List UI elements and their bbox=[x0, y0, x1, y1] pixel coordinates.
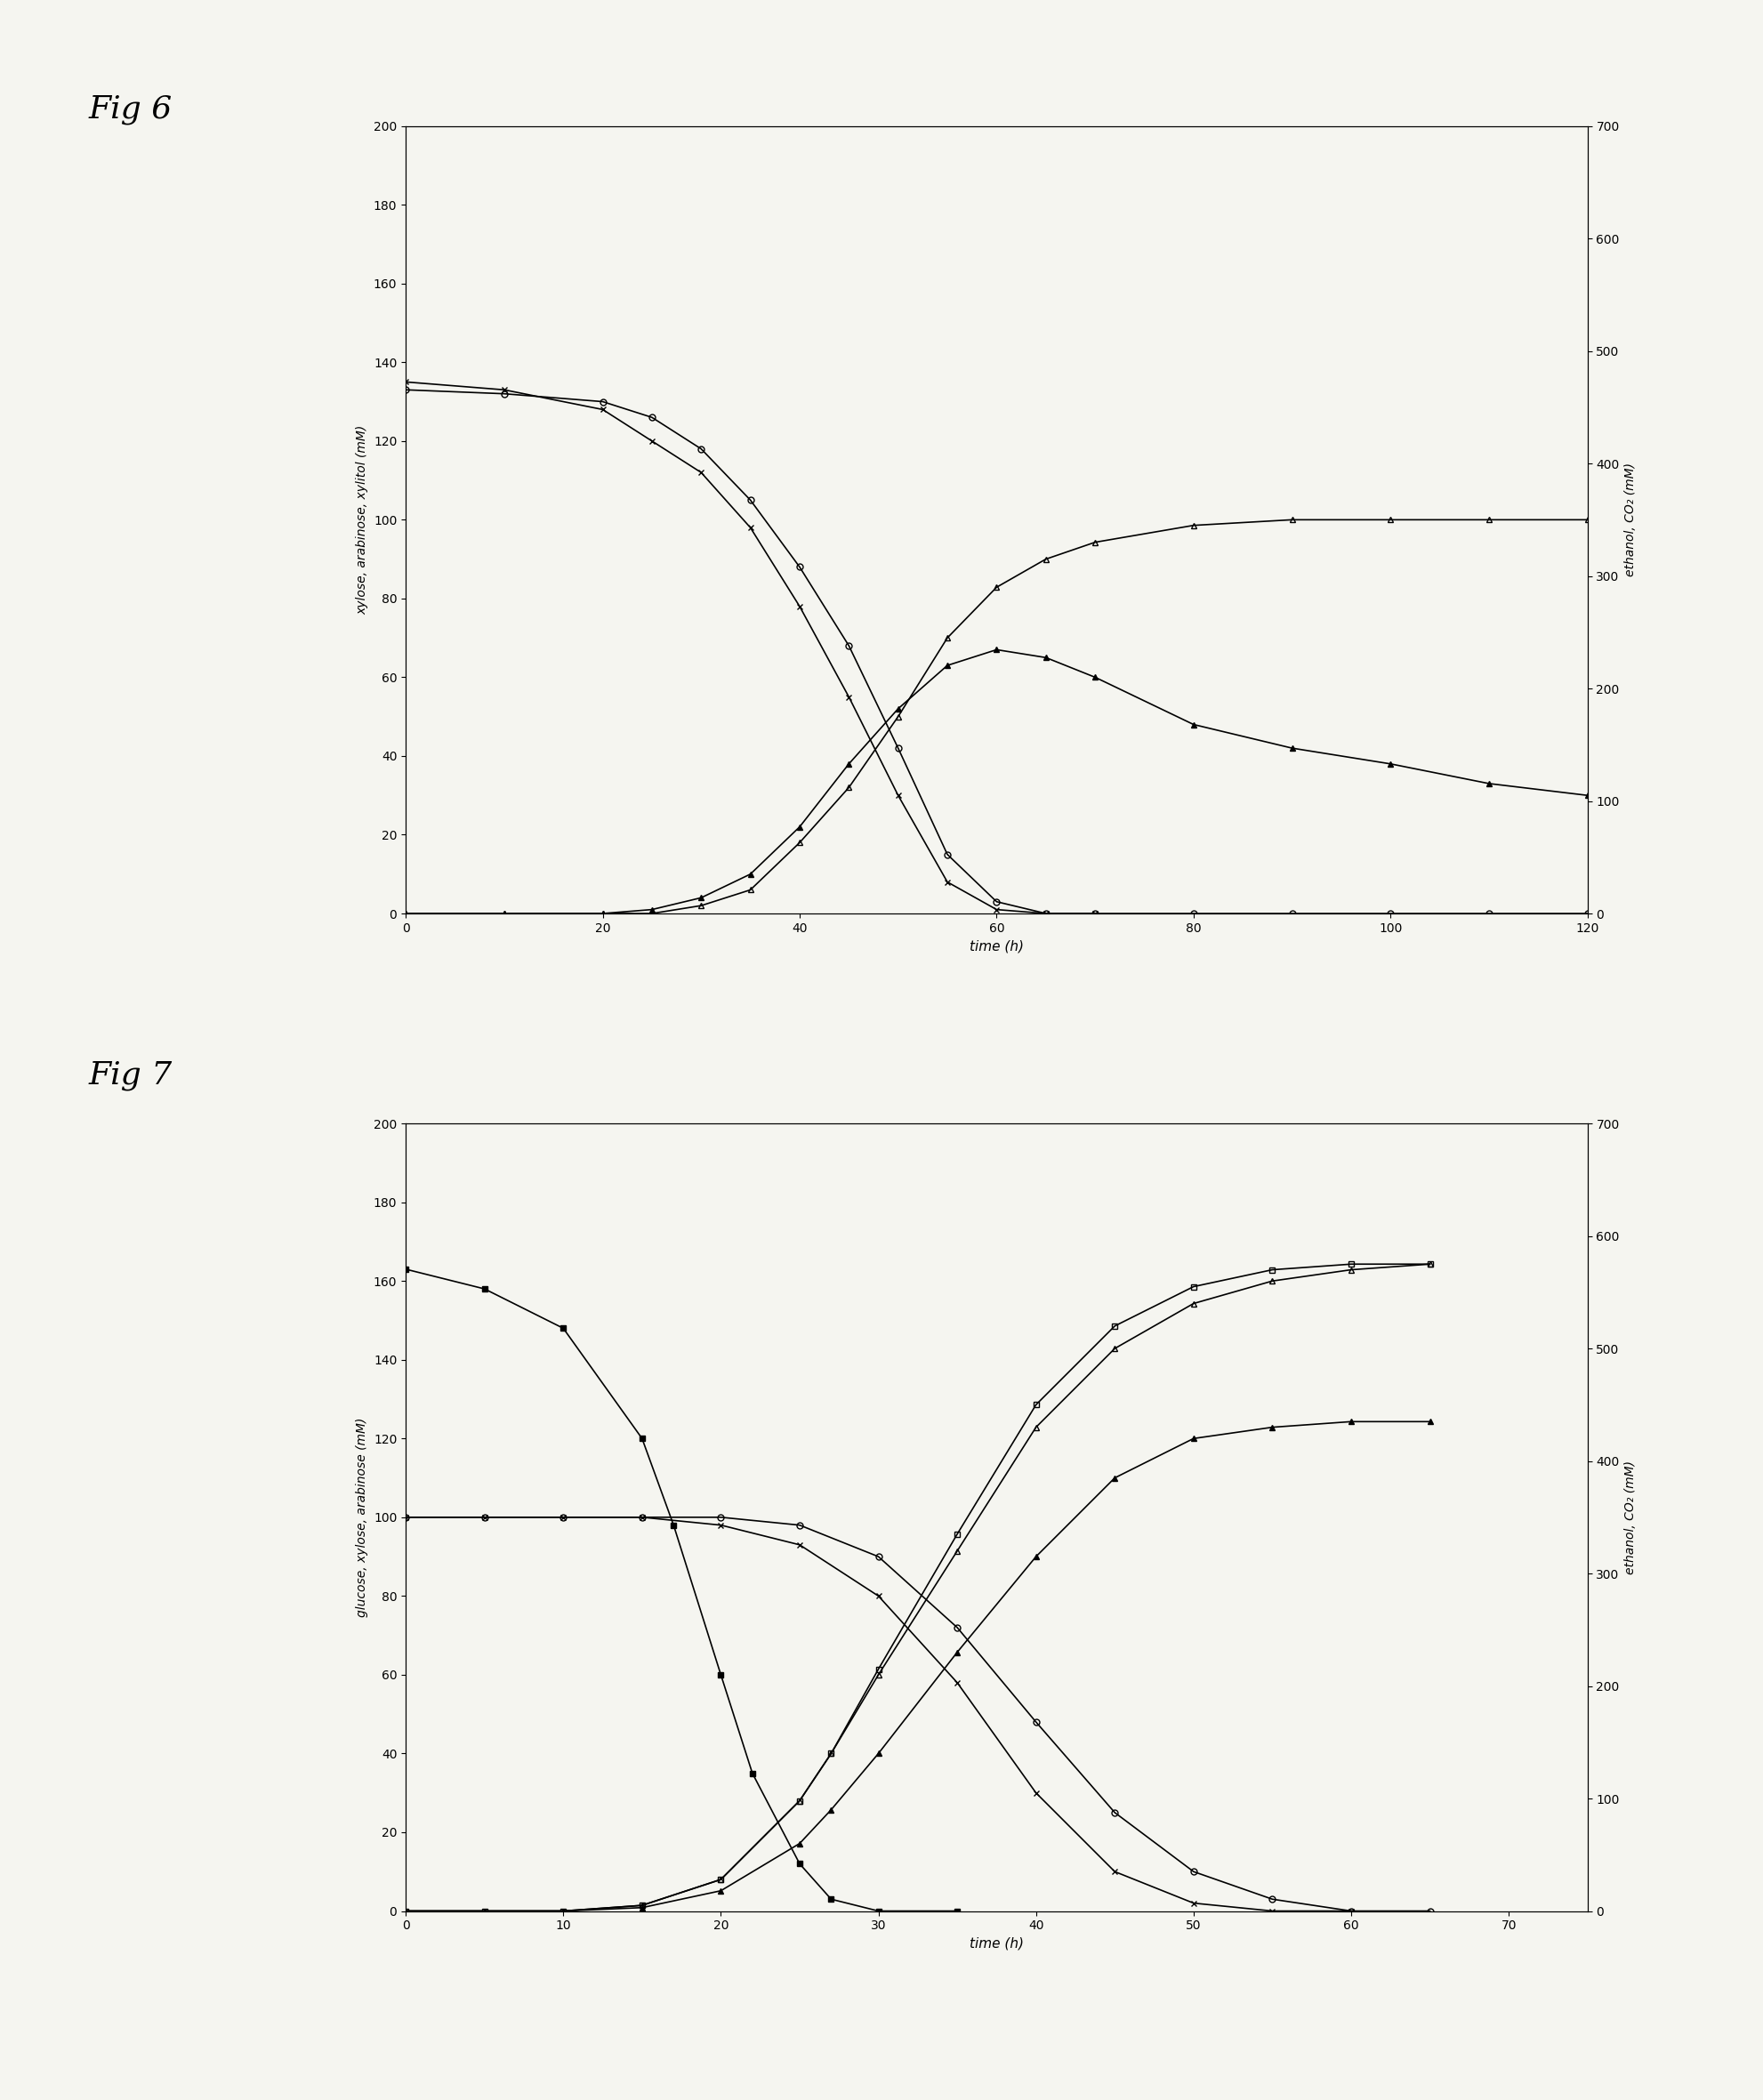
X-axis label: time (h): time (h) bbox=[970, 939, 1023, 953]
Y-axis label: ethanol, CO₂ (mM): ethanol, CO₂ (mM) bbox=[1624, 1460, 1636, 1575]
Y-axis label: ethanol, CO₂ (mM): ethanol, CO₂ (mM) bbox=[1624, 462, 1636, 578]
Text: Fig 7: Fig 7 bbox=[88, 1060, 173, 1090]
Text: Fig 6: Fig 6 bbox=[88, 94, 173, 124]
Y-axis label: xylose, arabinose, xylitol (mM): xylose, arabinose, xylitol (mM) bbox=[356, 424, 368, 615]
Y-axis label: glucose, xylose, arabinose (mM): glucose, xylose, arabinose (mM) bbox=[356, 1418, 368, 1617]
X-axis label: time (h): time (h) bbox=[970, 1936, 1023, 1951]
